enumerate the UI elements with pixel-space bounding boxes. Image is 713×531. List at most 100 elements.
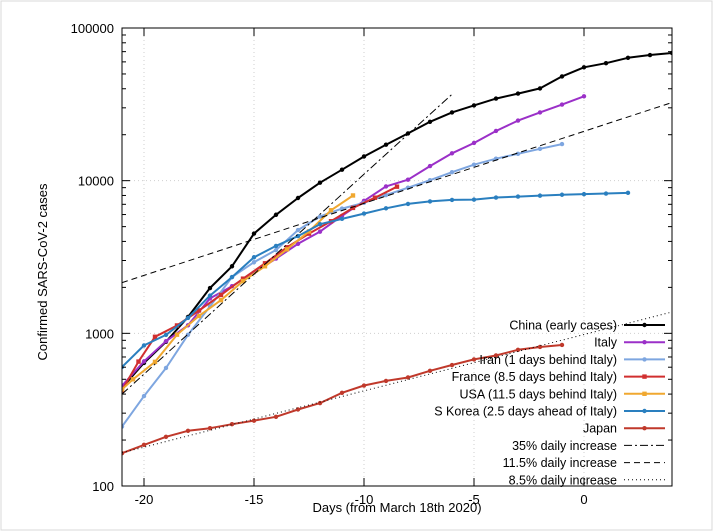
- data-point: [471, 197, 477, 202]
- series-8: [122, 102, 672, 284]
- legend-item: Iran (1 days behind Italy): [479, 353, 665, 367]
- data-point: [317, 180, 323, 185]
- data-point: [383, 192, 389, 198]
- data-point: [537, 146, 543, 152]
- data-point: [152, 334, 158, 340]
- data-point: [317, 400, 323, 406]
- legend-label: 35% daily increase: [512, 439, 617, 453]
- data-point: [207, 293, 213, 298]
- data-point: [185, 315, 191, 321]
- data-point: [647, 52, 653, 58]
- data-point: [625, 190, 631, 196]
- data-point: [361, 383, 367, 388]
- data-point: [122, 424, 125, 429]
- plot-frame: [121, 27, 673, 487]
- data-point: [449, 197, 455, 203]
- data-point: [295, 227, 301, 233]
- legend-label: Japan: [583, 422, 617, 436]
- data-point: [581, 65, 587, 70]
- data-point: [240, 278, 246, 284]
- data-point: [350, 193, 356, 198]
- series-line: [122, 93, 453, 395]
- data-point: [361, 154, 367, 159]
- legend-item: France (8.5 days behind Italy): [452, 370, 665, 384]
- data-point: [185, 428, 191, 433]
- data-point: [251, 260, 257, 265]
- data-point: [141, 359, 147, 364]
- data-point: [317, 214, 323, 219]
- x-axis-label: Days (from March 18th 2020): [312, 500, 481, 515]
- data-point: [372, 195, 378, 200]
- legend-item: Japan: [583, 422, 665, 436]
- data-point: [559, 102, 565, 107]
- x-tick-label: 0: [580, 492, 587, 507]
- data-point: [515, 91, 521, 96]
- data-point: [218, 297, 224, 303]
- data-point: [449, 169, 455, 175]
- data-point: [273, 247, 279, 253]
- y-tick-label: 100000: [71, 21, 114, 36]
- data-point: [251, 418, 257, 423]
- series-line: [122, 191, 629, 368]
- data-point: [207, 426, 213, 431]
- y-tick-label: 1000: [85, 326, 114, 341]
- series-group: [122, 50, 672, 456]
- legend-marker: [642, 340, 647, 345]
- data-point: [229, 274, 235, 280]
- data-point: [471, 140, 477, 146]
- data-point: [449, 362, 455, 368]
- data-point: [394, 184, 400, 189]
- data-point: [405, 177, 411, 182]
- data-point: [471, 162, 477, 167]
- legend-marker: [642, 322, 647, 328]
- data-point: [471, 103, 477, 108]
- data-point: [427, 199, 433, 204]
- series-line: [122, 102, 672, 284]
- data-point: [273, 212, 279, 217]
- data-point: [581, 191, 587, 197]
- series-5: [122, 190, 631, 370]
- data-point: [493, 195, 499, 200]
- x-tick-label: -20: [135, 492, 154, 507]
- data-point: [130, 377, 136, 382]
- x-tick-label: -10: [355, 492, 374, 507]
- data-point: [361, 211, 367, 216]
- series-6: [122, 342, 565, 456]
- x-tick-label: -15: [245, 492, 264, 507]
- data-point: [515, 151, 521, 157]
- legend-label: USA (11.5 days behind Italy): [460, 387, 618, 401]
- legend-label: Italy: [594, 336, 618, 350]
- data-point: [493, 353, 499, 358]
- data-point: [493, 96, 499, 101]
- y-axis-label: Confirmed SARS-CoV-2 cases: [35, 183, 50, 361]
- data-point: [537, 86, 543, 91]
- legend-label: France (8.5 days behind Italy): [452, 370, 617, 384]
- data-point: [141, 343, 147, 348]
- data-point: [339, 206, 345, 211]
- legend-item: China (early cases): [509, 319, 665, 333]
- data-point: [339, 167, 345, 172]
- legend-item: S Korea (2.5 days ahead of Italy): [434, 405, 665, 419]
- data-point: [122, 387, 125, 392]
- data-point: [493, 128, 499, 134]
- data-point: [559, 141, 565, 147]
- legend-label: S Korea (2.5 days ahead of Italy): [434, 405, 617, 419]
- data-point: [122, 451, 125, 456]
- data-point: [229, 421, 235, 427]
- data-point: [405, 375, 411, 380]
- data-point: [603, 61, 609, 66]
- data-point: [603, 191, 609, 196]
- data-point: [317, 229, 323, 234]
- data-point: [405, 131, 411, 136]
- series-2: [122, 141, 565, 429]
- data-point: [449, 110, 455, 115]
- data-point: [163, 332, 169, 338]
- data-point: [196, 313, 202, 319]
- data-point: [339, 390, 345, 395]
- data-point: [559, 192, 565, 197]
- data-point: [262, 261, 268, 266]
- legend-label: 8.5% daily increase: [509, 473, 617, 487]
- y-tick-label: 10000: [78, 174, 114, 189]
- legend-label: Iran (1 days behind Italy): [479, 353, 617, 367]
